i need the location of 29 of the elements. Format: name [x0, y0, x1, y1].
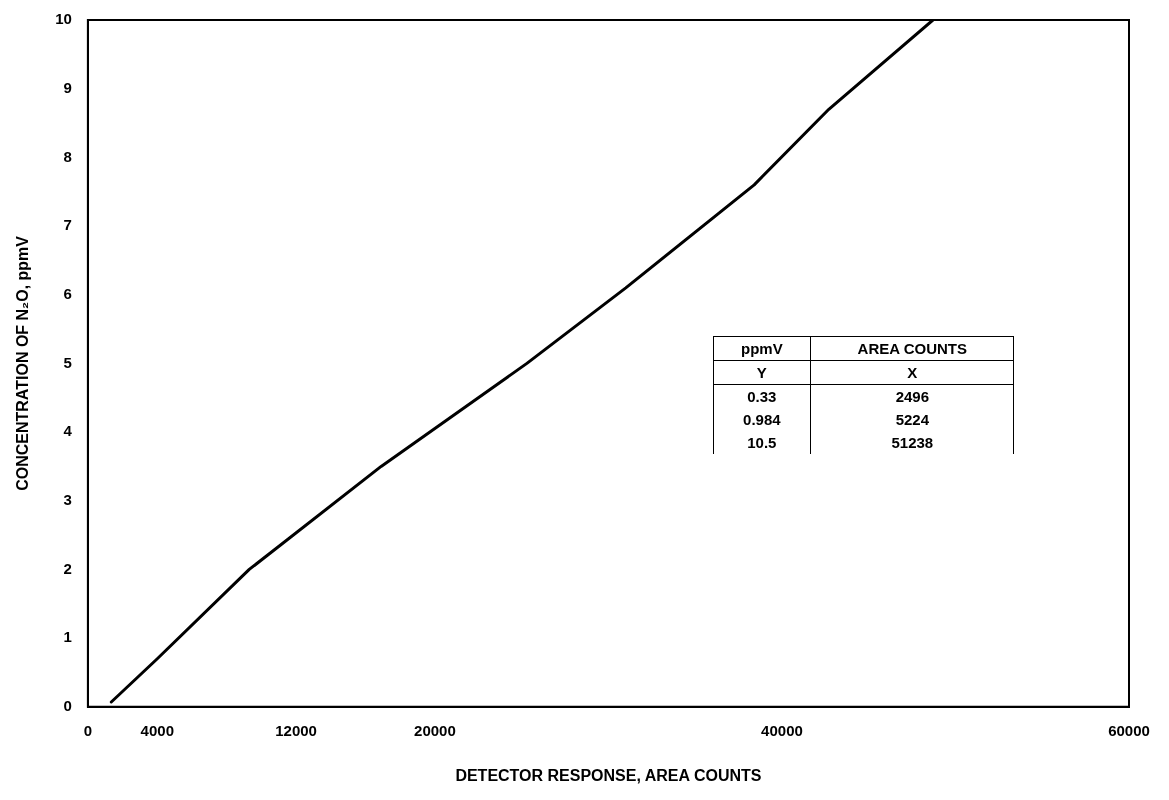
- annotation: AREA COUNTS: [810, 336, 1014, 361]
- annotation: 51238: [810, 430, 1014, 454]
- annotation: ppmV: [713, 336, 811, 361]
- y-tick-label: 4: [63, 422, 73, 440]
- annotation: 2496: [810, 384, 1014, 408]
- y-tick-label: 5: [63, 353, 72, 371]
- y-tick-label: 3: [63, 490, 72, 508]
- y-tick-label: 1: [63, 628, 72, 646]
- annotation: 0.984: [713, 407, 811, 431]
- x-tick-label: 60000: [1108, 721, 1150, 739]
- y-tick-label: 2: [63, 559, 72, 577]
- x-tick-label: 0: [83, 721, 93, 739]
- annotation: X: [810, 360, 1014, 385]
- y-tick-label: 9: [63, 78, 72, 96]
- y-tick-label: 6: [63, 284, 72, 302]
- x-tick-label: 20000: [414, 721, 456, 739]
- x-axis-title: DETECTOR RESPONSE, AREA COUNTS: [455, 766, 762, 784]
- annotation: 10.5: [713, 430, 811, 454]
- x-tick-label: 40000: [761, 721, 803, 739]
- y-tick-label: 0: [63, 696, 72, 714]
- annotation: 5224: [810, 407, 1014, 431]
- x-tick-label: 12000: [275, 721, 317, 739]
- annotation: 0.33: [713, 384, 811, 408]
- x-tick-label: 4000: [140, 721, 174, 739]
- annotation: Y: [713, 360, 811, 385]
- y-axis-title: CONCENTRATION OF N₂O, ppmV: [14, 235, 32, 491]
- y-tick-label: 10: [55, 10, 72, 28]
- y-tick-label: 7: [63, 216, 72, 234]
- y-tick-label: 8: [63, 147, 72, 165]
